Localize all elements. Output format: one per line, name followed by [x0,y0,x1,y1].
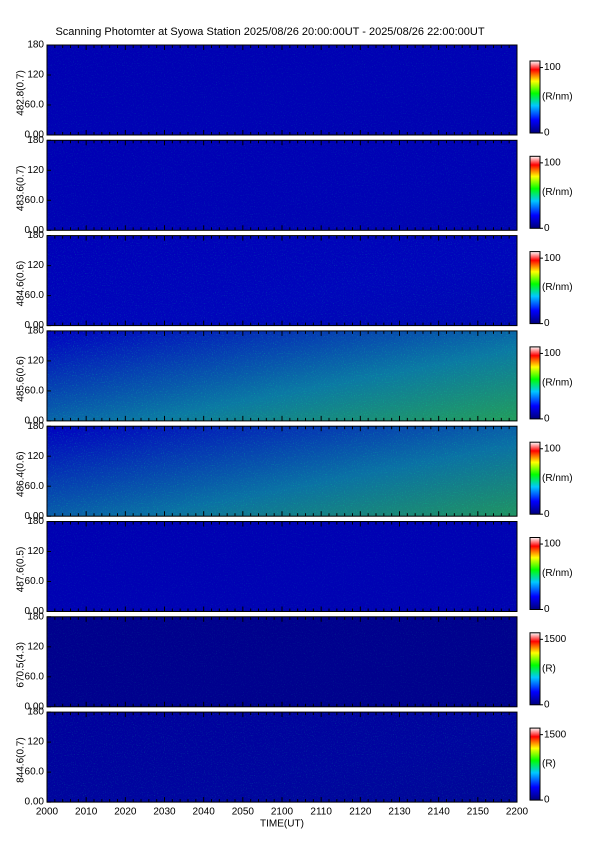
colorbar-tick-label: 0 [544,604,550,615]
chart-title: Scanning Photomter at Syowa Station 2025… [55,26,484,38]
y-tick-label: 120 [27,356,44,367]
colorbar [529,346,541,420]
y-axis-label: 487.6(0.5) [16,547,27,593]
heatmap-noise [47,45,517,135]
colorbar-label: (R/nm) [542,92,573,103]
y-tick-label: 60.0 [25,100,45,111]
x-tick-label: 2130 [388,807,411,818]
colorbar-tick-label: 100 [544,157,561,168]
x-tick-label: 2120 [349,807,372,818]
colorbar-tick-label: 0 [544,699,550,710]
y-axis-label: 844.6(0.7) [16,737,27,783]
y-axis-label: 482.8(0.7) [16,70,27,116]
colorbar-tick-label: 0 [544,414,550,425]
x-tick-label: 2140 [428,807,451,818]
y-tick-label: 180 [27,516,44,527]
y-tick-label: 0.00 [25,701,45,712]
heatmap-noise [47,235,517,326]
colorbar-tick-label: 1500 [544,729,567,740]
x-tick-label: 2150 [467,807,490,818]
y-tick-label: 180 [27,326,44,337]
y-tick-label: 120 [27,165,44,176]
colorbar-tick-label: 1500 [544,634,567,645]
x-tick-label: 2100 [271,807,294,818]
y-tick-label: 120 [27,260,44,271]
colorbar-tick-label: 100 [544,348,561,359]
y-axis-label: 486.4(0.6) [16,451,27,497]
y-tick-label: 180 [27,611,44,622]
heatmap-noise [47,521,517,612]
colorbar-tick-label: 0 [544,795,550,806]
colorbar [529,60,541,134]
colorbar [529,632,541,706]
colorbar-tick-label: 0 [544,128,550,139]
colorbar-label: (R/nm) [542,473,573,484]
colorbar-tick-label: 0 [544,223,550,234]
y-tick-label: 180 [27,135,44,146]
y-tick-label: 60.0 [25,290,45,301]
colorbar-tick-label: 0 [544,509,550,520]
x-tick-label: 2000 [36,807,59,818]
x-tick-label: 2020 [114,807,137,818]
x-tick-label: 2050 [232,807,255,818]
colorbar [529,537,541,610]
y-tick-label: 60.0 [25,671,45,682]
colorbar [529,727,541,801]
heatmap-noise [47,426,517,517]
colorbar-label: (R/nm) [542,187,573,198]
y-tick-label: 60.0 [25,386,45,397]
y-tick-label: 120 [27,70,44,81]
y-axis-label: 485.6(0.6) [16,356,27,402]
y-tick-label: 180 [27,421,44,432]
colorbar-tick-label: 0 [544,318,550,329]
heatmap-noise [47,330,517,421]
colorbar-label: (R/nm) [542,568,573,579]
y-axis-label: 670.5(4.3) [16,642,27,688]
y-tick-label: 60.0 [25,767,45,778]
colorbar [529,251,541,325]
colorbar-tick-label: 100 [544,443,561,454]
y-tick-label: 180 [27,230,44,241]
y-tick-label: 0.00 [25,606,45,617]
colorbar-tick-label: 100 [544,253,561,264]
x-axis-label: TIME(UT) [260,819,304,830]
y-tick-label: 120 [27,737,44,748]
colorbar-label: (R) [542,663,556,674]
y-tick-label: 180 [27,707,44,718]
heatmap-noise [47,712,517,803]
colorbar-label: (R/nm) [542,378,573,389]
y-tick-label: 180 [27,40,44,51]
x-tick-label: 2200 [506,807,529,818]
y-tick-label: 120 [27,451,44,462]
y-tick-label: 120 [27,546,44,557]
y-tick-label: 0.00 [25,225,45,236]
x-tick-label: 2110 [310,807,332,818]
y-axis-label: 484.6(0.6) [16,261,27,307]
colorbar [529,441,541,515]
x-tick-label: 2010 [75,807,98,818]
heatmap-noise [47,616,517,707]
y-tick-label: 60.0 [25,576,45,587]
y-tick-label: 0.00 [25,511,45,522]
colorbar-label: (R) [542,759,556,770]
y-tick-label: 0.00 [25,416,45,427]
x-tick-label: 2040 [193,807,216,818]
colorbar-label: (R/nm) [542,282,573,293]
y-axis-label: 483.6(0.7) [16,166,27,212]
y-tick-label: 0.00 [25,130,45,141]
y-tick-label: 0.00 [25,797,45,808]
y-tick-label: 120 [27,641,44,652]
y-tick-label: 60.0 [25,195,45,206]
y-tick-label: 0.00 [25,320,45,331]
x-tick-label: 2030 [153,807,176,818]
heatmap-noise [47,140,517,231]
colorbar-tick-label: 100 [544,539,561,550]
colorbar-tick-label: 100 [544,62,561,73]
colorbar [529,155,541,229]
y-tick-label: 60.0 [25,481,45,492]
